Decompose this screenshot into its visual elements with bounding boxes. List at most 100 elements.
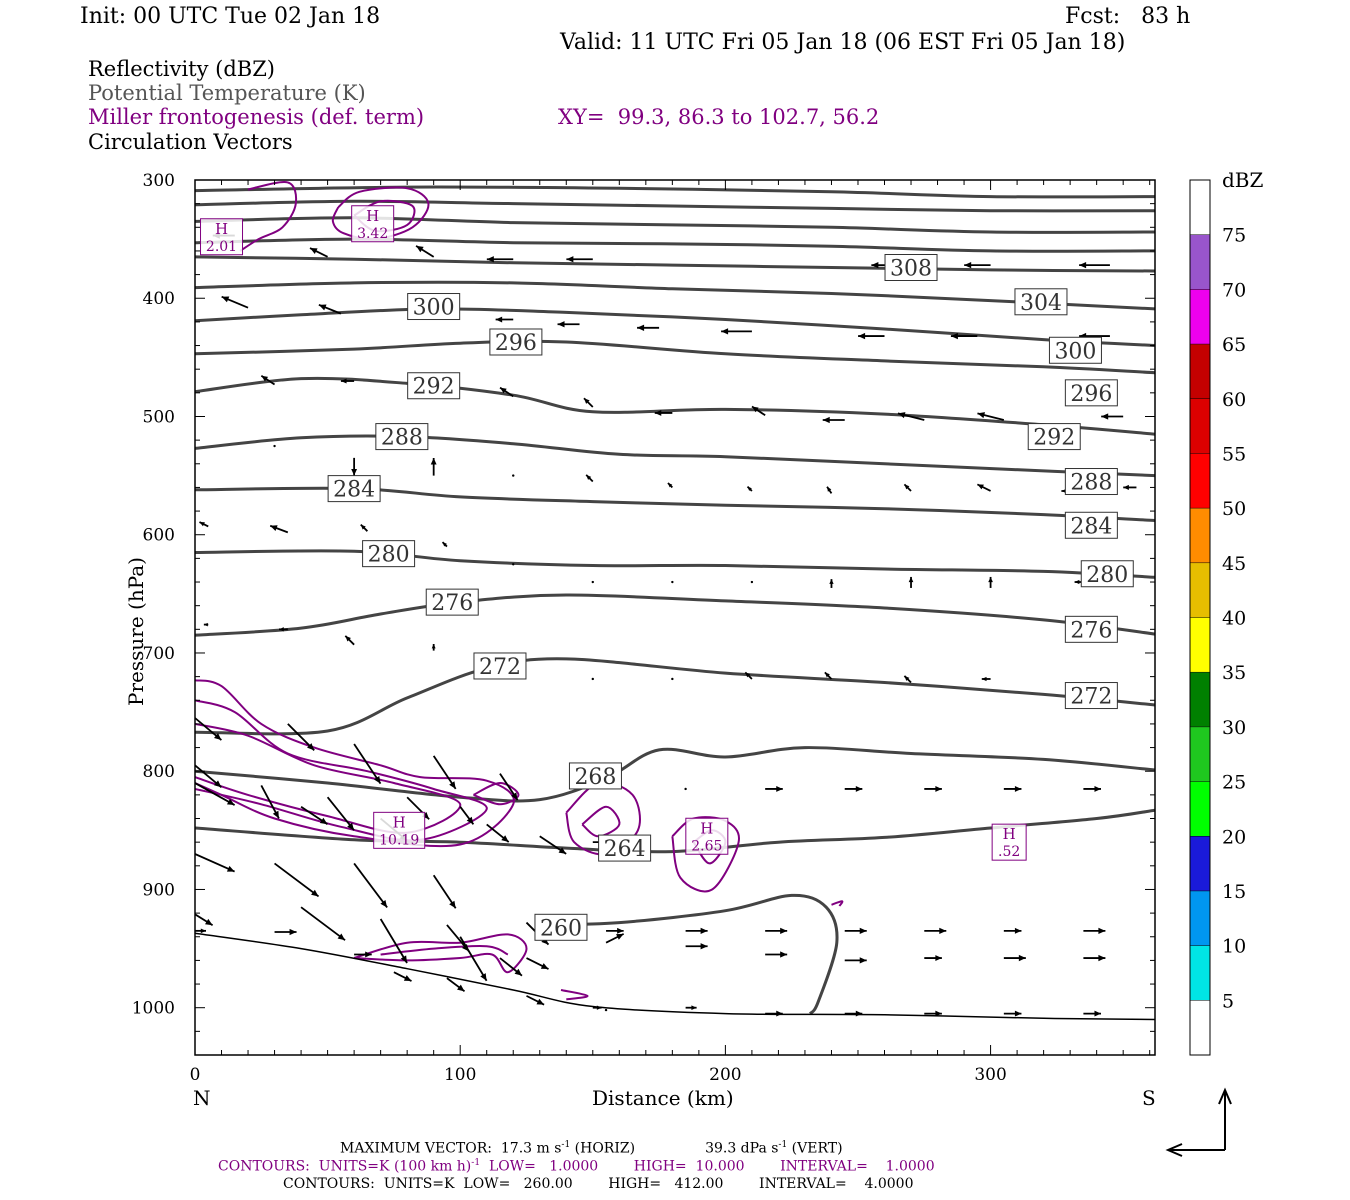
vector-head (908, 576, 914, 583)
circulation-vector (667, 482, 673, 489)
vector-head (540, 963, 549, 970)
x-tick-label: 100 (444, 1065, 476, 1085)
circulation-vector (844, 957, 867, 964)
theta-label-box (362, 540, 416, 568)
colorbar-level-label: 35 (1222, 662, 1246, 684)
vector-head (462, 943, 469, 952)
circulation-vector (605, 933, 625, 944)
fronto-high-box (685, 817, 729, 855)
x-tick-label: 200 (709, 1065, 741, 1085)
vector-head (904, 484, 910, 490)
fronto-high-box (373, 811, 426, 849)
theta-label-276: 276 (425, 588, 479, 616)
theta-contour-292 (195, 376, 1155, 436)
circulation-vector (746, 485, 753, 492)
theta-label-text: 300 (1054, 339, 1096, 364)
fronto-contour (331, 186, 430, 241)
y-tick-label: 1000 (132, 999, 175, 1019)
vector-head (776, 1010, 783, 1017)
vector-head (226, 798, 235, 806)
circulation-vector (273, 444, 276, 448)
theta-label-box (534, 913, 588, 941)
fronto-high-marker: H10.19 (373, 811, 426, 849)
vector-head (939, 927, 947, 934)
circulation-vector (353, 862, 388, 908)
theta-label-box (473, 652, 527, 680)
colorbar-level-label: 55 (1222, 443, 1246, 465)
colorbar-swatch (1190, 945, 1210, 1001)
fronto-high-marker: H2.01 (200, 218, 244, 256)
colorbar-swatch (1190, 508, 1210, 563)
fronto-contour (831, 900, 844, 907)
colorbar-swatch (1190, 672, 1210, 727)
vector-head (747, 486, 752, 491)
circulation-vector (221, 295, 249, 309)
x-left-label: N (193, 1086, 211, 1110)
theta-label-text: 288 (1070, 471, 1112, 496)
vector-head (514, 968, 522, 976)
theta-label-text: 280 (368, 543, 410, 568)
y-tick-label: 700 (143, 644, 175, 664)
vector-head (442, 542, 447, 547)
vector-head (536, 998, 545, 1005)
circulation-vector (1123, 484, 1137, 490)
footer-max-vector-vert: 39.3 dPa s (705, 1140, 779, 1157)
theta-label-text: 304 (1020, 291, 1062, 316)
theta-label-text: 308 (890, 257, 932, 282)
circulation-vector (1083, 954, 1106, 962)
circulation-vector (1101, 413, 1124, 420)
theta-label-304: 304 (1014, 288, 1068, 316)
colorbar-level-label: 75 (1222, 225, 1246, 247)
circulation-vector (300, 805, 328, 826)
circulation-vector (393, 971, 412, 982)
circulation-vector (583, 397, 594, 408)
vector-head (780, 951, 788, 958)
vector-head (829, 579, 834, 584)
circulation-vector (824, 671, 833, 680)
theta-label-280: 280 (362, 540, 416, 568)
circulation-vector (844, 1010, 863, 1017)
vector-head (374, 776, 381, 784)
vector-head (1094, 1010, 1101, 1017)
circulation-vector (671, 580, 674, 584)
circulation-vector (274, 928, 297, 936)
circulation-vector (1079, 261, 1110, 269)
circulation-vector (512, 563, 515, 566)
fronto-contour (473, 781, 520, 806)
vector-head (1094, 786, 1101, 792)
theta-contour-260 (539, 893, 839, 1015)
circulation-vector (309, 247, 328, 258)
vector-head (319, 817, 328, 825)
y-tick-label: 500 (143, 407, 175, 427)
vector-head (583, 398, 590, 404)
colorbar: 5 10 15 20 25 30 35 40 45 50 55 60 65 70 75 (1189, 179, 1246, 1056)
vector-head (935, 1010, 942, 1017)
theta-label-box (1080, 560, 1134, 588)
circulation-vector (300, 906, 346, 941)
colorbar-level-label: 30 (1222, 717, 1246, 739)
vector-head (380, 899, 388, 908)
vector-head (272, 810, 279, 819)
circulation-vector (274, 862, 320, 898)
vector-head (700, 943, 708, 950)
circulation-vector (499, 773, 519, 801)
footer-max-vector-vert-tag: (VERT) (787, 1140, 843, 1157)
circulation-vector (765, 951, 788, 958)
vector-head (501, 835, 509, 843)
vector-head (935, 786, 942, 792)
circulation-vector (199, 521, 209, 528)
circulation-vector (1083, 1010, 1101, 1017)
theta-contour-288 (195, 434, 1155, 478)
circulation-vector (654, 410, 673, 416)
circulation-vector (1083, 927, 1106, 934)
footer-unit-exp-3: -1 (471, 1158, 481, 1168)
legend-potential-temperature: Potential Temperature (K) (88, 81, 366, 105)
footer-max-vector-horiz-tag: (HORIZ) (570, 1140, 636, 1157)
circulation-vector (924, 786, 942, 792)
circulation-vector (353, 743, 382, 785)
vector-head (654, 410, 662, 416)
circulation-vector (260, 784, 280, 819)
vector-head (307, 743, 315, 751)
vector-head (617, 927, 624, 934)
